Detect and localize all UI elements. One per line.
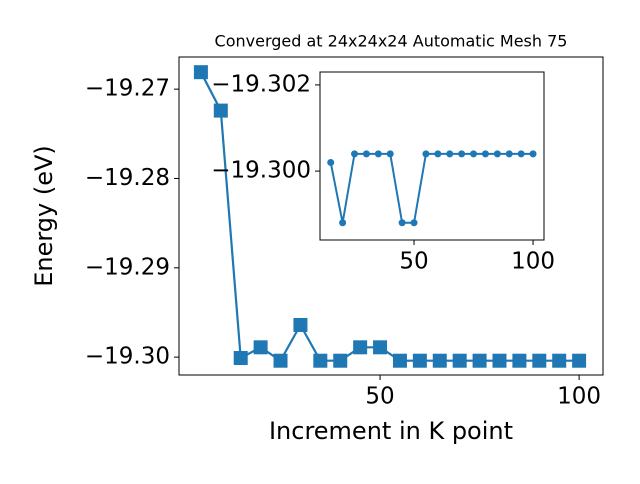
- marker: [339, 219, 347, 227]
- marker: [362, 150, 370, 158]
- marker: [273, 353, 288, 368]
- marker: [398, 219, 406, 227]
- marker: [422, 150, 430, 158]
- y-tick-label: −19.300: [211, 158, 311, 184]
- marker: [327, 158, 335, 166]
- marker: [512, 353, 527, 368]
- marker: [293, 317, 308, 332]
- chart-title: Converged at 24x24x24 Automatic Mesh 75: [215, 32, 568, 51]
- marker: [505, 150, 513, 158]
- marker: [374, 150, 382, 158]
- marker: [373, 340, 388, 355]
- y-tick-label: −19.29: [85, 254, 170, 280]
- marker: [481, 150, 489, 158]
- x-tick-label: 100: [511, 249, 555, 275]
- marker: [493, 150, 501, 158]
- marker: [458, 150, 466, 158]
- marker: [532, 353, 547, 368]
- marker: [412, 353, 427, 368]
- marker: [432, 353, 447, 368]
- marker: [193, 65, 208, 80]
- x-tick-label: 100: [557, 384, 601, 410]
- marker: [392, 353, 407, 368]
- x-axis-label: Increment in K point: [269, 417, 513, 445]
- marker: [253, 340, 268, 355]
- marker: [470, 150, 478, 158]
- marker: [452, 353, 467, 368]
- y-tick-label: −19.28: [85, 165, 170, 191]
- marker: [233, 351, 248, 366]
- marker: [529, 150, 537, 158]
- y-tick-label: −19.302: [211, 71, 311, 97]
- marker: [351, 150, 359, 158]
- marker: [434, 150, 442, 158]
- marker: [213, 103, 228, 118]
- marker: [353, 340, 368, 355]
- y-axis-label: Energy (eV): [30, 145, 58, 287]
- marker: [410, 219, 418, 227]
- y-tick-label: −19.30: [85, 344, 170, 370]
- y-tick-label: −19.27: [85, 76, 170, 102]
- marker: [472, 353, 487, 368]
- x-tick-label: 50: [365, 384, 394, 410]
- marker: [492, 353, 507, 368]
- marker: [572, 353, 587, 368]
- marker: [552, 353, 567, 368]
- x-tick-label: 50: [399, 249, 428, 275]
- marker: [446, 150, 454, 158]
- marker: [333, 353, 348, 368]
- marker: [313, 353, 328, 368]
- marker: [517, 150, 525, 158]
- marker: [386, 150, 394, 158]
